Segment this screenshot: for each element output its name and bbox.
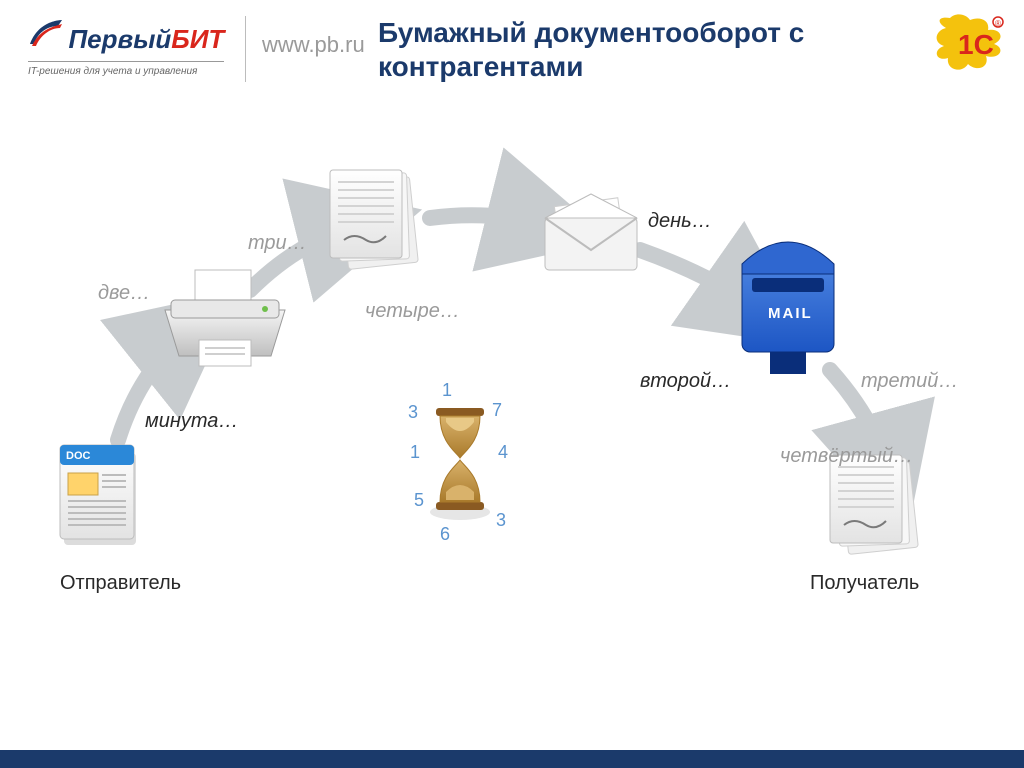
hourglass-digit-0: 1	[442, 380, 452, 401]
step-three: три…	[248, 232, 307, 255]
step-fourth: четвёртый…	[780, 445, 913, 468]
hourglass-digit-7: 3	[496, 510, 506, 531]
hourglass-icon	[430, 408, 490, 520]
receiver-label: Получатель	[810, 572, 919, 595]
step-second: второй…	[640, 370, 731, 393]
footer-bar	[0, 750, 1024, 768]
hourglass-digit-6: 4	[498, 442, 508, 463]
svg-text:DOC: DOC	[66, 450, 91, 462]
slide: ПервыйБИТ IT-решения для учета и управле…	[0, 0, 1024, 768]
hourglass-digit-4: 6	[440, 524, 450, 545]
paper-stack-icon	[330, 170, 418, 269]
mailbox-icon: MAIL	[742, 242, 834, 374]
doc-receiver-icon	[830, 455, 918, 554]
hourglass-digit-2: 1	[410, 442, 420, 463]
step-two: две…	[98, 282, 150, 305]
step-four: четыре…	[365, 300, 460, 323]
doc-sender-icon: DOC	[60, 445, 136, 545]
svg-text:MAIL: MAIL	[768, 305, 813, 322]
step-day: день…	[648, 210, 712, 233]
hourglass-digit-5: 7	[492, 400, 502, 421]
envelope-icon	[545, 194, 637, 270]
step-minute: минута…	[145, 410, 238, 433]
hourglass-digit-1: 3	[408, 402, 418, 423]
sender-label: Отправитель	[60, 572, 181, 595]
hourglass-digit-3: 5	[414, 490, 424, 511]
step-third: третий…	[861, 370, 958, 393]
